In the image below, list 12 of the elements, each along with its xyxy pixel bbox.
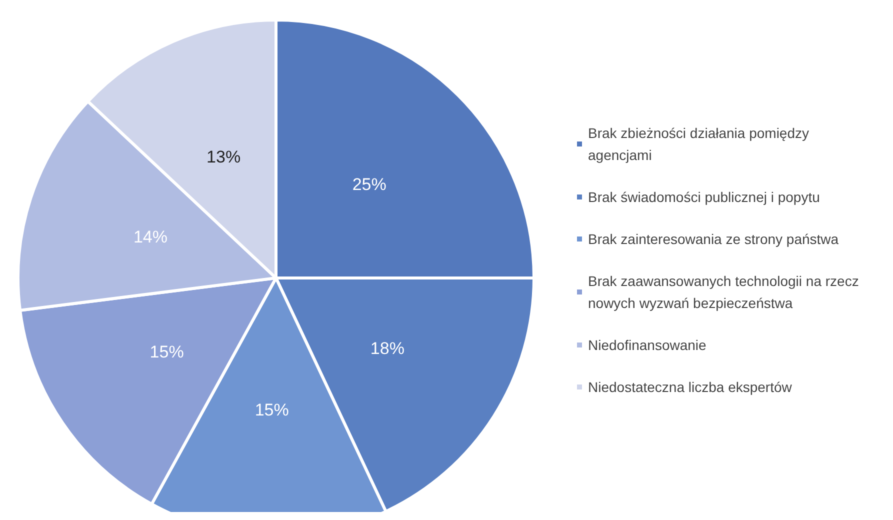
legend-label: Niedostateczna liczba ekspertów — [588, 379, 793, 395]
data-label: 13% — [206, 147, 241, 166]
legend-label: Niedofinansowanie — [588, 337, 707, 353]
data-label: 18% — [370, 339, 404, 358]
data-label: 15% — [150, 342, 184, 362]
data-label: 14% — [133, 228, 168, 247]
data-label: 15% — [254, 400, 289, 420]
legend-label: Brak zainteresowania ze strony państwa — [588, 231, 839, 247]
legend-label: Brak świadomości publicznej i popytu — [588, 189, 820, 205]
legend-label: Brak zaawansowanych technologii na rzecz nowych wyzwań bezpieczeństwa — [588, 273, 863, 311]
legend-label: Brak zbieżności działania pomiędzy agencjami — [588, 125, 813, 163]
data-label: 25% — [352, 175, 386, 194]
